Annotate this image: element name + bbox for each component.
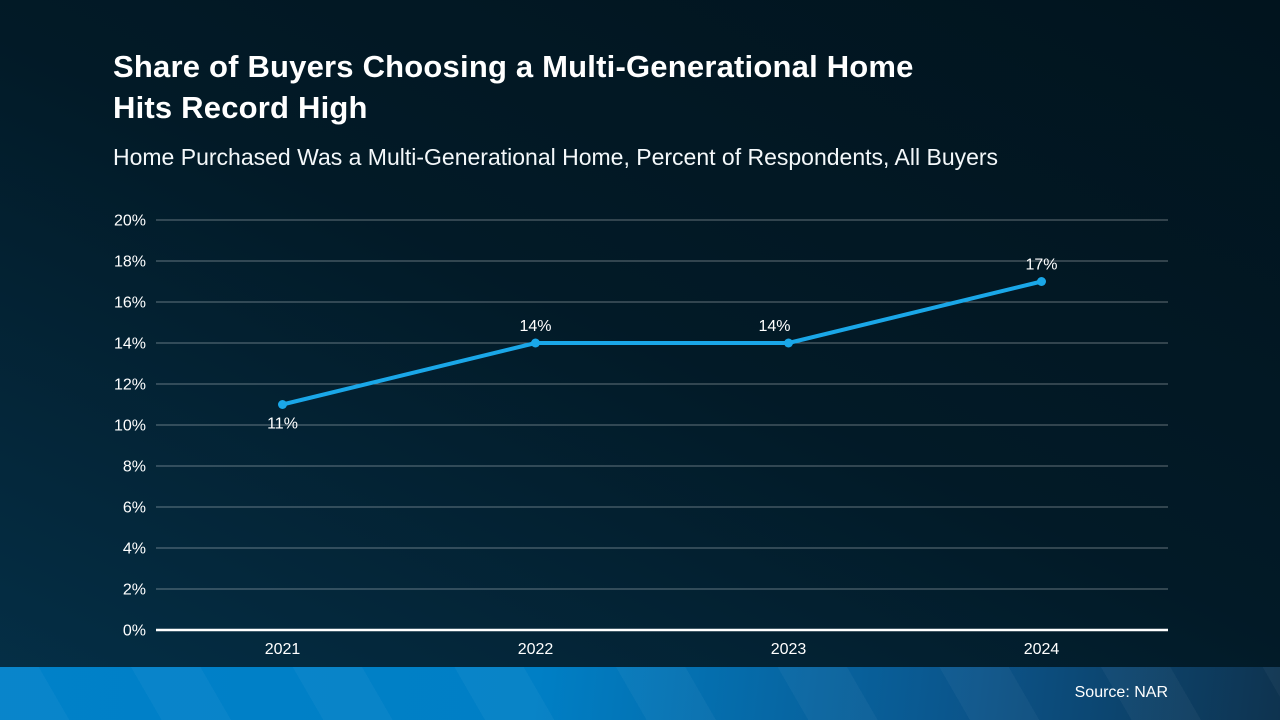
chart-subtitle: Home Purchased Was a Multi-Generational … [113,144,999,170]
data-point [531,338,540,348]
x-tick-label: 2022 [518,641,554,658]
data-label: 14% [519,318,551,335]
chart-title-line-2: Hits Record High [113,90,368,125]
y-tick-label: 18% [114,254,146,271]
data-label: 17% [1025,257,1057,274]
y-tick-label: 12% [114,377,146,394]
y-tick-label: 10% [114,418,146,435]
footer-bar: Source: NAR [0,667,1280,720]
y-tick-label: 4% [123,541,146,558]
x-tick-label: 2023 [771,641,807,658]
data-point [1037,277,1046,286]
chart-title: Share of Buyers Choosing a Multi-Generat… [113,46,1220,128]
y-tick-label: 20% [114,213,146,230]
source-label: Source: NAR [1074,684,1168,701]
data-label: 14% [758,318,790,335]
y-tick-label: 14% [114,336,146,353]
x-tick-label: 2024 [1024,641,1060,658]
data-label: 11% [267,416,298,433]
y-tick-label: 8% [123,459,146,476]
x-tick-label: 2021 [265,641,301,658]
y-tick-label: 6% [123,500,146,517]
chart-header: Share of Buyers Choosing a Multi-Generat… [113,46,1220,172]
data-point [278,400,287,409]
data-point [784,338,793,348]
y-tick-label: 2% [123,582,146,599]
y-tick-label: 16% [114,295,146,312]
series-line [280,279,1044,407]
y-tick-label: 0% [123,623,146,640]
chart-title-line-1: Share of Buyers Choosing a Multi-Generat… [113,49,914,84]
